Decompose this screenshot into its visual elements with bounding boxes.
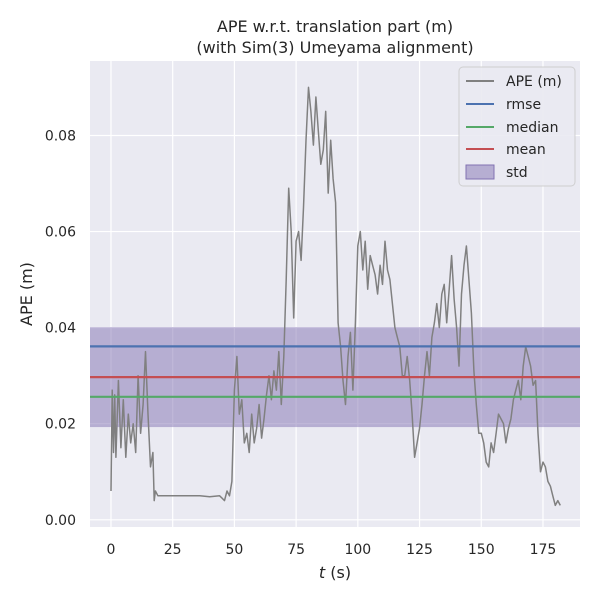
x-tick-label: 0: [107, 542, 116, 558]
x-tick-label: 25: [164, 542, 182, 558]
legend-ape-label: APE (m): [506, 74, 562, 90]
legend-std-swatch: [465, 164, 495, 180]
x-axis-variable: t: [319, 563, 326, 582]
legend: APE (m) rmse median mean std: [458, 66, 576, 187]
x-axis-label: t (s): [319, 563, 351, 582]
legend-rmse-label: rmse: [506, 97, 541, 113]
y-tick-label: 0.04: [45, 321, 76, 337]
x-tick-label: 175: [530, 542, 557, 558]
y-tick-label: 0.06: [45, 225, 76, 241]
ape-series-line: [110, 86, 561, 507]
legend-box: [458, 66, 576, 187]
x-tick-label: 125: [406, 542, 433, 558]
y-tick-label: 0.02: [45, 417, 76, 433]
x-tick-label: 75: [287, 542, 305, 558]
y-tick-labels: 0.00 0.02 0.04 0.06 0.08: [45, 128, 76, 528]
x-tick-label: 150: [468, 542, 495, 558]
chart-title-line1: APE w.r.t. translation part (m): [217, 17, 453, 36]
x-tick-label: 50: [225, 542, 243, 558]
x-tick-labels: 0 25 50 75 100 125 150 175: [107, 542, 557, 558]
legend-mean-label: mean: [506, 142, 546, 158]
legend-std-label: std: [506, 165, 528, 181]
chart-title-line2: (with Sim(3) Umeyama alignment): [196, 38, 473, 57]
legend-median-label: median: [506, 120, 558, 136]
x-tick-label: 100: [344, 542, 371, 558]
series-layer: [90, 86, 580, 507]
y-tick-label: 0.00: [45, 513, 76, 529]
y-tick-label: 0.08: [45, 128, 76, 144]
y-axis-label: APE (m): [17, 262, 36, 326]
x-axis-unit: (s): [325, 563, 351, 582]
